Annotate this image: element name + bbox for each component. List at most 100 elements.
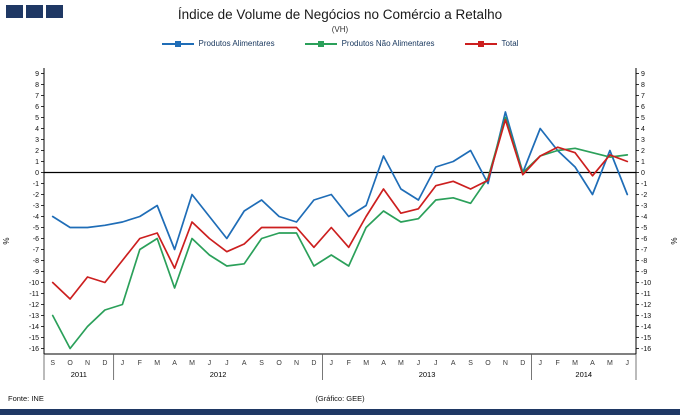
svg-text:1: 1 [641, 159, 645, 166]
svg-text:0: 0 [641, 170, 645, 177]
svg-text:-14: -14 [641, 324, 651, 331]
svg-text:2013: 2013 [419, 370, 436, 379]
svg-text:8: 8 [35, 82, 39, 89]
svg-text:N: N [85, 360, 90, 367]
svg-text:5: 5 [641, 115, 645, 122]
svg-text:%: % [2, 237, 11, 244]
svg-text:-16: -16 [641, 346, 651, 353]
svg-text:J: J [208, 360, 212, 367]
svg-text:2: 2 [35, 148, 39, 155]
svg-text:-10: -10 [29, 280, 39, 287]
svg-text:-8: -8 [641, 258, 647, 265]
svg-text:-2: -2 [33, 192, 39, 199]
svg-text:A: A [381, 360, 386, 367]
svg-text:-15: -15 [29, 335, 39, 342]
svg-text:-13: -13 [29, 313, 39, 320]
svg-text:2012: 2012 [210, 370, 227, 379]
svg-text:-15: -15 [641, 335, 651, 342]
svg-text:J: J [434, 360, 438, 367]
svg-text:N: N [503, 360, 508, 367]
svg-text:-3: -3 [641, 203, 647, 210]
svg-text:7: 7 [641, 93, 645, 100]
svg-text:7: 7 [35, 93, 39, 100]
svg-text:S: S [468, 360, 473, 367]
svg-text:M: M [154, 360, 160, 367]
svg-text:-13: -13 [641, 313, 651, 320]
svg-text:M: M [572, 360, 578, 367]
svg-text:-9: -9 [33, 269, 39, 276]
bottom-navy-bar [0, 409, 680, 415]
svg-text:8: 8 [641, 82, 645, 89]
svg-text:J: J [538, 360, 542, 367]
logo-square-icon [46, 5, 63, 18]
svg-text:6: 6 [641, 104, 645, 111]
svg-text:2011: 2011 [71, 370, 87, 379]
svg-text:F: F [347, 360, 351, 367]
svg-text:-2: -2 [641, 192, 647, 199]
svg-text:-5: -5 [33, 225, 39, 232]
svg-text:2014: 2014 [575, 370, 592, 379]
svg-text:-14: -14 [29, 324, 39, 331]
svg-text:N: N [294, 360, 299, 367]
source-note: Fonte: INE [8, 394, 44, 403]
svg-text:M: M [398, 360, 404, 367]
legend-item-total: Total [464, 39, 519, 48]
legend-label: Produtos Alimentares [198, 39, 275, 48]
svg-text:F: F [138, 360, 142, 367]
svg-text:-5: -5 [641, 225, 647, 232]
svg-text:A: A [172, 360, 177, 367]
svg-text:-1: -1 [641, 181, 647, 188]
svg-text:-6: -6 [33, 236, 39, 243]
svg-text:A: A [451, 360, 456, 367]
svg-text:M: M [607, 360, 613, 367]
svg-text:4: 4 [35, 126, 39, 133]
svg-text:-3: -3 [33, 203, 39, 210]
svg-text:-10: -10 [641, 280, 651, 287]
svg-text:J: J [330, 360, 334, 367]
svg-text:J: J [626, 360, 630, 367]
line-chart-plot: -16 -16-15 -15-14 -14-13 -13-12 -12-11 -11-10-… [2, 68, 678, 380]
svg-text:3: 3 [641, 137, 645, 144]
chart-legend: Produtos Alimentares Produtos Não Alimen… [0, 39, 680, 48]
svg-text:9: 9 [35, 71, 39, 78]
svg-text:0: 0 [35, 170, 39, 177]
svg-text:O: O [485, 360, 491, 367]
legend-label: Produtos Não Alimentares [341, 39, 435, 48]
svg-text:9: 9 [641, 71, 645, 78]
svg-text:F: F [556, 360, 560, 367]
chart-subtitle: (VH) [331, 25, 349, 34]
svg-text:O: O [276, 360, 282, 367]
svg-text:M: M [363, 360, 369, 367]
svg-text:J: J [121, 360, 125, 367]
svg-text:-12: -12 [29, 302, 39, 309]
svg-text:%: % [669, 237, 678, 244]
svg-text:S: S [50, 360, 55, 367]
svg-text:4: 4 [641, 126, 645, 133]
svg-text:5: 5 [35, 115, 39, 122]
chart-title: Índice de Volume de Negócios no Comércio… [177, 7, 503, 22]
svg-text:J: J [225, 360, 229, 367]
svg-text:-8: -8 [33, 258, 39, 265]
svg-text:-11: -11 [29, 291, 39, 298]
red-line-sample-icon [464, 40, 497, 48]
legend-item-produtos-alimentares: Produtos Alimentares [161, 39, 275, 48]
legend-label: Total [501, 39, 519, 48]
svg-text:-11: -11 [641, 291, 651, 298]
svg-text:M: M [189, 360, 195, 367]
svg-text:6: 6 [35, 104, 39, 111]
svg-text:3: 3 [35, 137, 39, 144]
svg-text:-9: -9 [641, 269, 647, 276]
credit-note: (Gráfico: GEE) [315, 394, 365, 403]
gee-logo [6, 5, 63, 18]
svg-text:D: D [102, 360, 107, 367]
svg-text:2: 2 [641, 148, 645, 155]
svg-text:-1: -1 [33, 181, 39, 188]
legend-item-produtos-nao-alimentares: Produtos Não Alimentares [304, 39, 435, 48]
svg-text:-4: -4 [641, 214, 647, 221]
blue-line-sample-icon [161, 40, 194, 48]
svg-text:-7: -7 [641, 247, 647, 254]
svg-text:-12: -12 [641, 302, 651, 309]
green-line-sample-icon [304, 40, 337, 48]
svg-text:S: S [259, 360, 264, 367]
